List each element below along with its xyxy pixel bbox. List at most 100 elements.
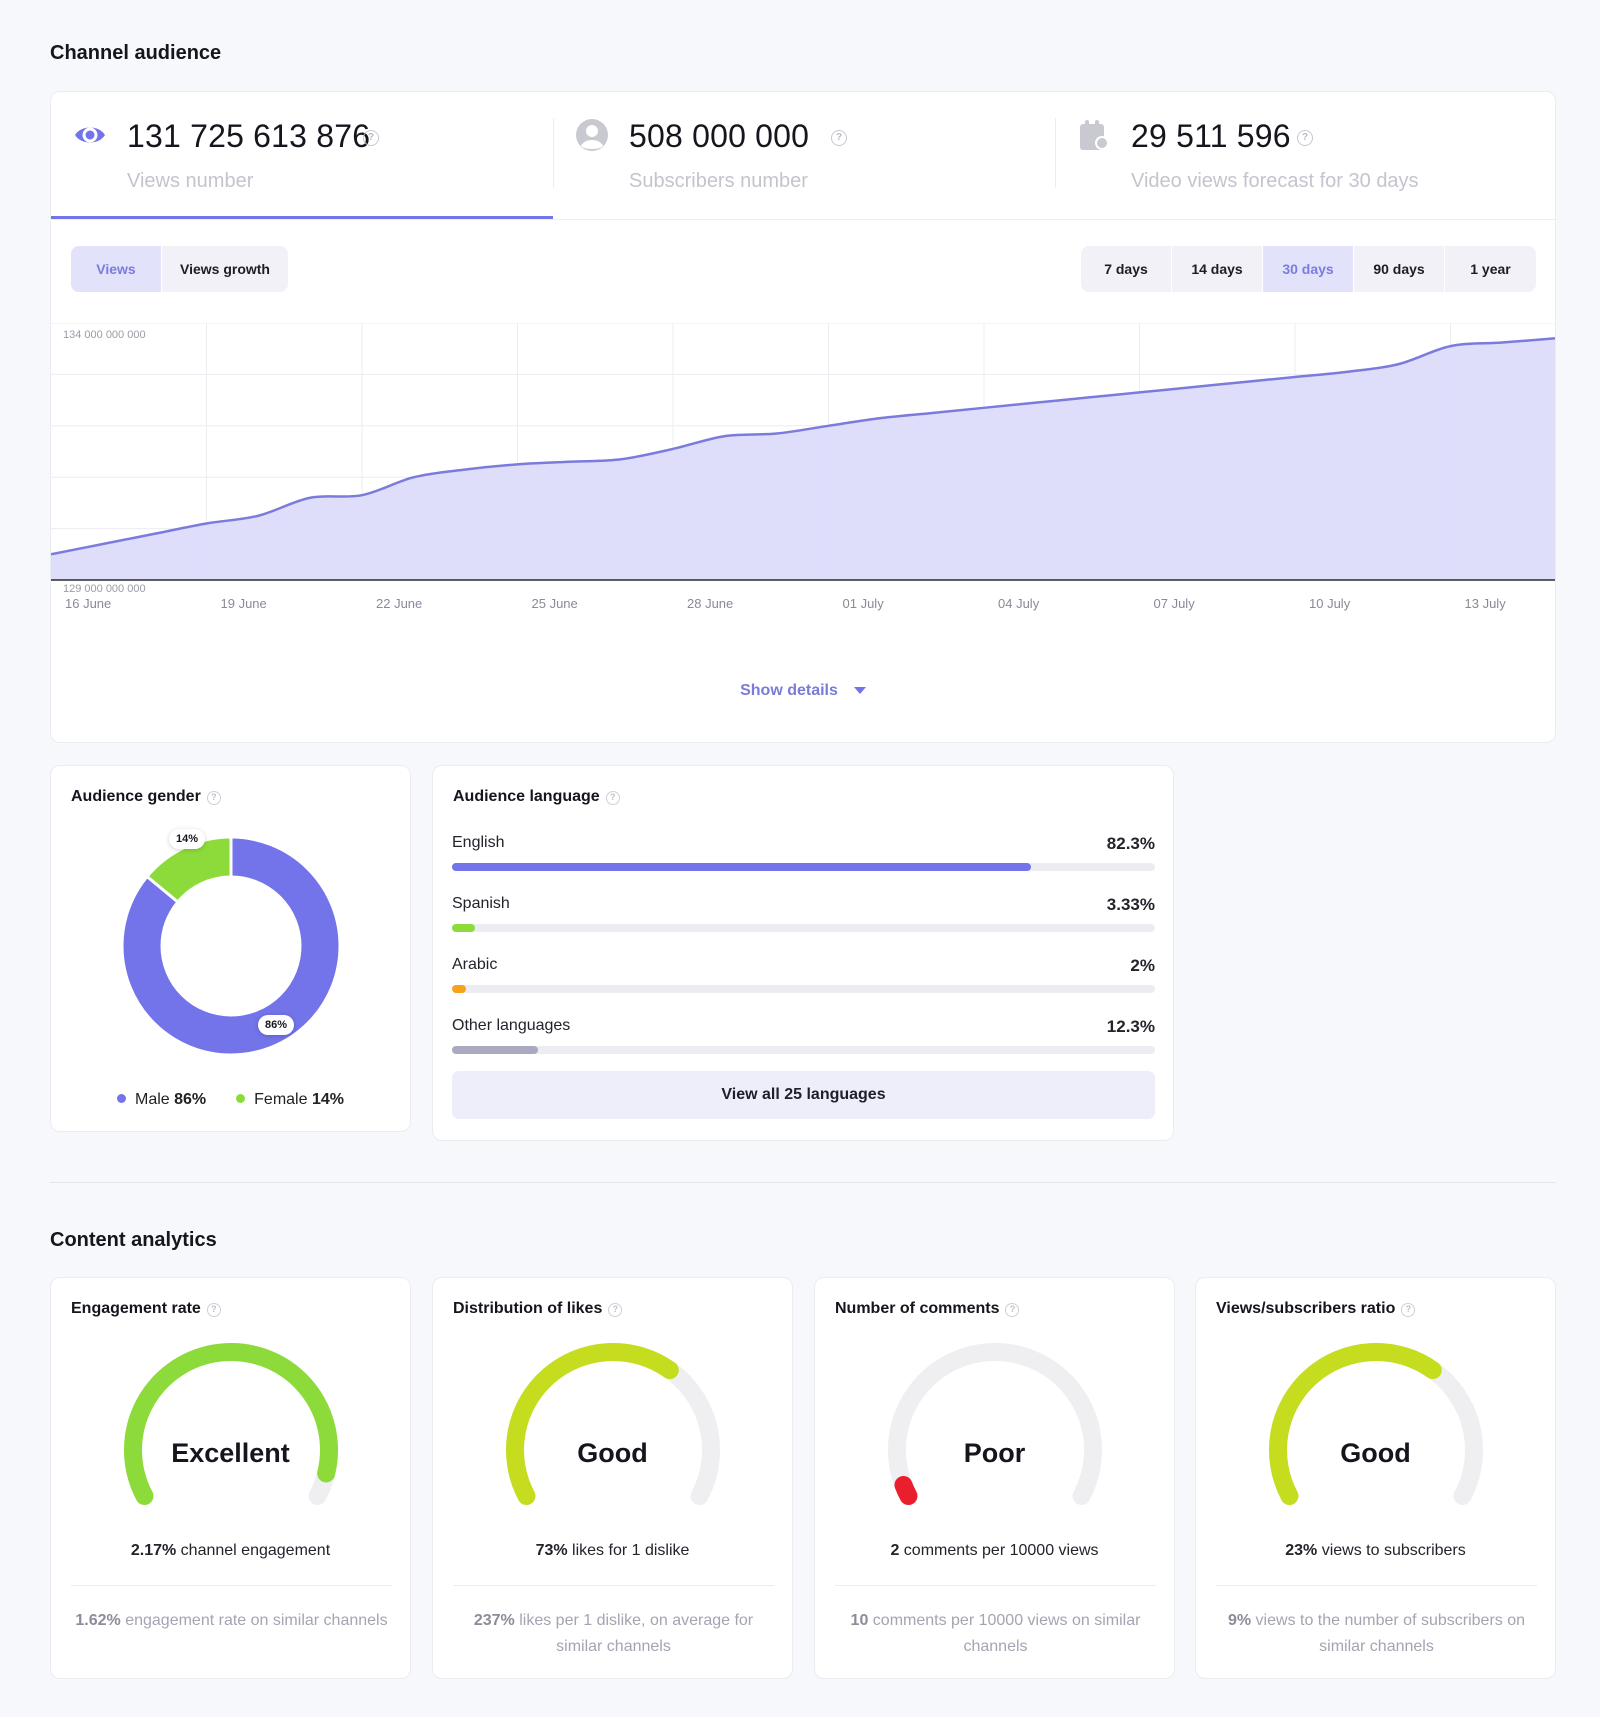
male-bubble: 86% [258,1015,295,1035]
show-details-label: Show details [740,682,838,699]
help-icon[interactable]: ? [363,130,379,146]
help-icon[interactable]: ? [1401,1303,1416,1317]
stat-forecast[interactable]: 29 511 596 ? Video views forecast for 30… [1055,92,1555,220]
gauge-rating: Good [1340,1438,1411,1468]
gauge-sub-value: 237% [473,1612,515,1629]
view-all-languages-button[interactable]: View all 25 languages [452,1071,1155,1119]
gauge-main-value: 2.17% [130,1542,177,1559]
x-tick-label: 01 July [843,596,885,611]
x-tick-label: 19 June [221,596,267,611]
language-name: Other languages [452,1017,571,1034]
ratio-gauge [1269,1343,1483,1506]
range-14-days[interactable]: 14 days [1172,246,1263,292]
gauge-card-title-text: Distribution of likes [453,1300,603,1317]
gauge-card-title: Engagement rate? [71,1300,221,1318]
range-1-year[interactable]: 1 year [1470,261,1511,277]
metric-toggle: Views Views growth [71,246,288,292]
views-chart-svg: 16 June 19 June 22 June 25 June 28 June 01 Ju… [51,323,1555,611]
gauge-card-title-text: Number of comments [835,1300,1000,1317]
gauge-sub-desc: likes per 1 dislike, on average for simi… [514,1612,754,1655]
gauge-main-value: 73% [535,1542,568,1559]
help-icon[interactable]: ? [608,1303,623,1317]
gender-donut[interactable] [111,826,351,1066]
subscribers-value: 508 000 000 [629,118,810,154]
subscribers-label: Subscribers number [629,170,808,192]
views-subscribers-ratio-card: Views/subscribers ratio? Good 23% views … [1195,1277,1556,1679]
language-percent: 2% [1130,956,1155,975]
range-30-days[interactable]: 30 days [1263,246,1354,292]
x-tick-label: 28 June [687,596,733,611]
stats-divider [51,219,1555,220]
help-icon[interactable]: ? [1297,130,1313,146]
gauge-sub-text: 9% views to the number of subscribers on… [1216,1608,1537,1660]
stat-subscribers[interactable]: 508 000 000 ? Subscribers number [553,92,1055,220]
gauge-card-title: Distribution of likes? [453,1300,623,1318]
gauge-card-title-text: Views/subscribers ratio [1216,1300,1396,1317]
segment-separator [146,875,179,903]
legend-male-label: Male [134,1091,170,1108]
language-percent: 12.3% [1106,1017,1155,1036]
female-bubble: 14% [169,829,206,849]
female-dot-icon [236,1094,246,1103]
gauge-sub-value: 10 [850,1612,869,1629]
channel-audience-title: Channel audience [50,42,222,64]
comments-gauge [888,1343,1102,1506]
gauge-main-value: 23% [1285,1542,1318,1559]
distribution-of-likes-card: Distribution of likes? Good 73% likes fo… [432,1277,793,1679]
gauge-main-text: 23% views to subscribers [1196,1542,1555,1560]
language-name: English [452,834,505,851]
channel-audience-card: 131 725 613 876 ? Views number 508 000 0… [50,91,1556,743]
language-bar-fill [452,863,1031,871]
legend-female-label: Female [254,1091,308,1108]
x-tick-label: 04 July [998,596,1040,611]
gauge-rating: Excellent [171,1438,290,1468]
active-stat-underline [51,216,553,219]
views-line [51,337,1555,556]
views-label: Views number [127,170,254,192]
toggle-views-growth[interactable]: Views growth [180,261,270,277]
range-7-days[interactable]: 7 days [1081,246,1172,292]
forecast-value: 29 511 596 [1131,118,1291,154]
gauge-fill [506,1343,679,1506]
y-axis-bottom-label: 129 000 000 000 [63,583,146,595]
help-icon[interactable]: ? [206,1303,221,1317]
gauge-track [888,1343,1102,1506]
gauge-card-title-text: Engagement rate [71,1300,201,1317]
gauge-main-desc: comments per 10000 views [899,1542,1099,1559]
section-divider [50,1182,1556,1183]
gauge-card-title: Views/subscribers ratio? [1216,1300,1416,1318]
language-percent: 82.3% [1106,834,1155,853]
toggle-views[interactable]: Views [71,246,162,292]
language-bar-fill [452,1046,539,1054]
gauge-sub-desc: engagement rate on similar channels [120,1612,388,1629]
audience-language-title: Audience language? [453,788,620,806]
gauge-sub-desc: views to the number of subscribers on si… [1251,1612,1526,1655]
show-details-button[interactable]: Show details [51,682,1555,700]
likes-gauge [506,1343,720,1506]
help-icon[interactable]: ? [206,791,221,805]
eye-icon [75,127,105,143]
language-percent: 3.33% [1106,895,1155,914]
audience-gender-card: Audience gender? 14% 86% Male 86% Female… [50,765,411,1132]
gauge-rating: Good [577,1438,648,1468]
help-icon[interactable]: ? [605,791,620,805]
audience-language-title-text: Audience language [453,788,600,805]
views-chart[interactable]: 16 June 19 June 22 June 25 June 28 June 01 Ju… [51,323,1555,633]
stat-views[interactable]: 131 725 613 876 ? Views number [51,92,553,220]
gauge-fill [124,1343,338,1506]
language-bar-fill [452,924,476,932]
gauge-rating: Poor [963,1438,1026,1468]
gauge-sub-value: 1.62% [75,1612,121,1629]
language-bar-track [452,863,1155,871]
language-name: Spanish [452,895,510,912]
views-area-fill [51,338,1555,580]
range-toggle: 7 days 14 days 30 days 90 days 1 year [1081,246,1536,292]
help-icon[interactable]: ? [1005,1303,1020,1317]
range-90-days[interactable]: 90 days [1354,246,1445,292]
gauge-divider [1216,1585,1537,1586]
gauge-divider [453,1585,774,1586]
male-dot-icon [116,1094,126,1103]
help-icon[interactable]: ? [831,130,847,146]
gauge-main-desc: likes for 1 dislike [567,1542,690,1559]
language-name: Arabic [452,956,498,973]
